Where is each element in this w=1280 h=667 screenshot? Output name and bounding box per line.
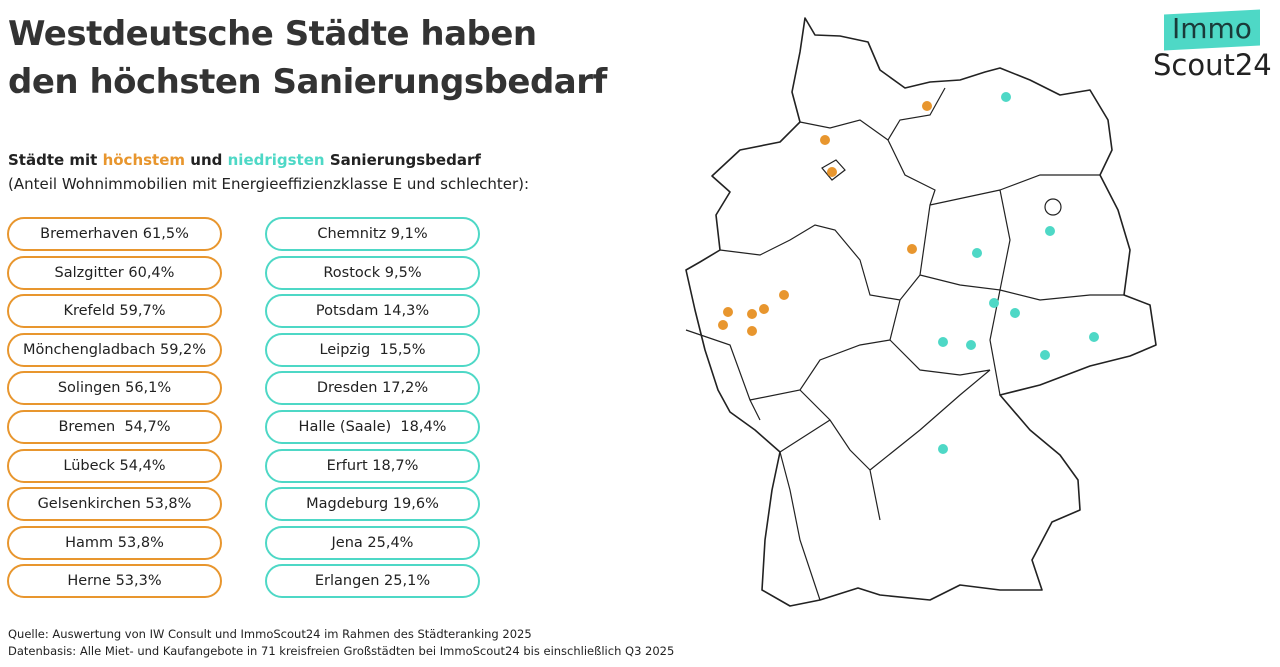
lowest-city-pill: Dresden 17,2% [265,371,480,406]
subtitle-lowest: niedrigsten [227,151,325,169]
lowest-city-dot [966,340,976,350]
state-borders [685,87,1124,601]
lowest-city-dot [1089,332,1099,342]
lowest-city-dot [1040,350,1050,360]
lowest-city-dot [972,248,982,258]
lowest-city-pill: Jena 25,4% [265,525,480,560]
subtitle-and: und [190,151,223,169]
highest-city-pill: Krefeld 59,7% [7,294,222,329]
immoscout24-logo: Immo Scout24 [1150,8,1274,83]
highest-city-pill: Mönchengladbach 59,2% [7,332,222,367]
subtitle: Städte mit höchstem und niedrigsten Sani… [8,148,529,196]
subtitle-highest: höchstem [102,151,186,169]
germany-outline [685,17,1157,607]
subtitle-line-2: (Anteil Wohnimmobilien mit Energieeffizi… [8,175,530,193]
lowest-city-pill: Chemnitz 9,1% [265,217,480,251]
lowest-city-pill: Halle (Saale) 18,4% [265,409,480,444]
highest-city-dot [747,326,757,336]
logo-line-1: Immo [1172,12,1252,45]
lowest-city-dot [989,298,999,308]
highest-city-dot [922,101,932,111]
logo-line-2: Scout24 [1153,48,1272,82]
lowest-city-dot [1001,92,1011,102]
source-note: Quelle: Auswertung von IW Consult und Im… [8,627,532,641]
page-title: Westdeutsche Städte haben den höchsten S… [8,10,607,106]
highest-list: Bremerhaven 61,5% Salzgitter 60,4% Krefeld… [7,217,222,603]
lowest-list: Chemnitz 9,1% Rostock 9,5% Potsdam 14,3% Le… [265,217,480,603]
highest-city-dot [747,309,757,319]
lowest-city-pill: Potsdam 14,3% [265,294,480,329]
lowest-city-dot [1045,226,1055,236]
highest-city-dot [723,307,733,317]
highest-city-dot [718,320,728,330]
lowest-city-dot [1010,308,1020,318]
footer: Quelle: Auswertung von IW Consult und Im… [8,626,674,660]
lowest-city-pill: Magdeburg 19,6% [265,487,480,522]
highest-city-pill: Lübeck 54,4% [7,448,222,483]
lowest-city-pill: Rostock 9,5% [265,255,480,290]
lowest-city-dot [938,337,948,347]
subtitle-suffix: Sanierungsbedarf [329,151,481,169]
highest-city-pill: Gelsenkirchen 53,8% [7,487,222,522]
highest-city-dot [779,290,789,300]
highest-city-dot [827,167,837,177]
lowest-city-pill: Leipzig 15,5% [265,332,480,367]
highest-city-pill: Bremerhaven 61,5% [7,217,222,251]
highest-city-pill: Herne 53,3% [7,564,222,599]
lowest-city-pill: Erfurt 18,7% [265,448,480,483]
title-line-1: Westdeutsche Städte haben [8,14,537,54]
title-line-2: den höchsten Sanierungsbedarf [8,62,607,102]
lowest-city-dot [938,444,948,454]
highest-city-pill: Solingen 56,1% [7,371,222,406]
highest-city-pill: Salzgitter 60,4% [7,255,222,290]
highest-city-dot [907,244,917,254]
highest-city-pill: Hamm 53,8% [7,525,222,560]
highest-city-dot [820,135,830,145]
subtitle-prefix: Städte mit [8,151,98,169]
highest-city-dot [759,304,769,314]
highest-city-pill: Bremen 54,7% [7,409,222,444]
data-basis-note: Datenbasis: Alle Miet- und Kaufangebote … [8,644,675,658]
lowest-city-pill: Erlangen 25,1% [265,564,480,599]
